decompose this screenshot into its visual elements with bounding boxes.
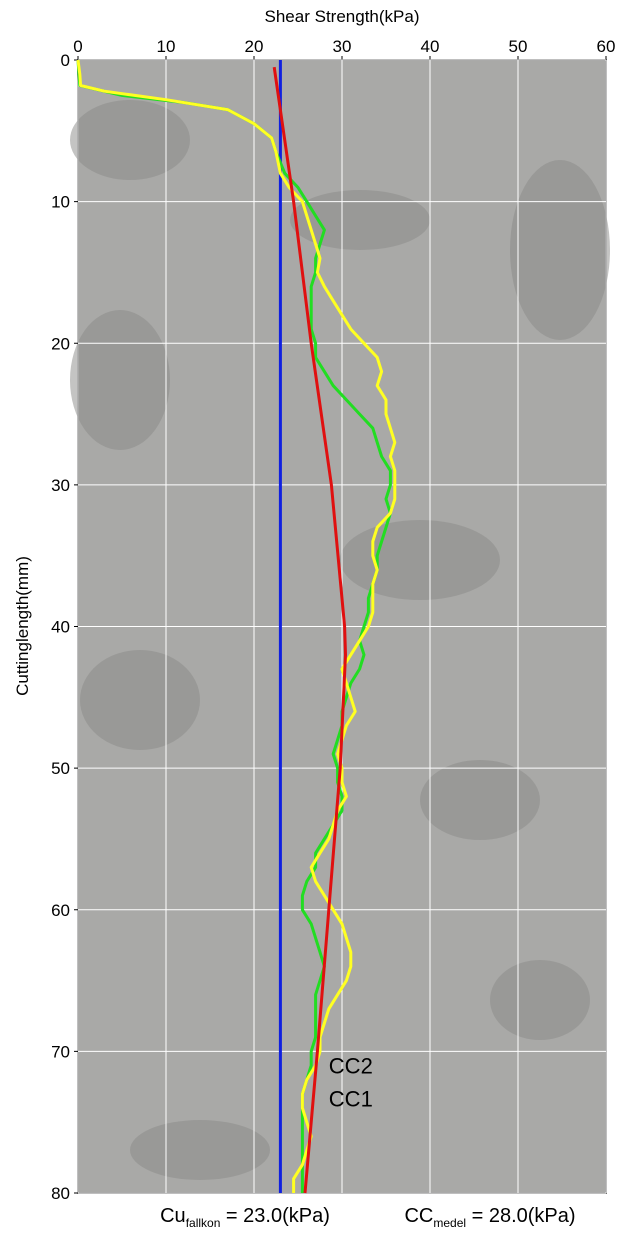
- x-tick-label: 30: [333, 37, 352, 56]
- y-tick-label: 60: [51, 901, 70, 920]
- x-tick-label: 0: [73, 37, 82, 56]
- x-tick-label: 40: [421, 37, 440, 56]
- y-axis-label: Cuttinglength(mm): [13, 556, 32, 696]
- annotation: CCmedel = 28.0(kPa): [404, 1205, 575, 1230]
- y-tick-label: 80: [51, 1184, 70, 1203]
- y-tick-label: 20: [51, 334, 70, 353]
- annotation-rest: = 28.0(kPa): [466, 1205, 576, 1227]
- y-tick-label: 0: [61, 51, 70, 70]
- annotation: Cufallkon = 23.0(kPa): [160, 1205, 330, 1230]
- y-tick-label: 50: [51, 759, 70, 778]
- annotation-sub: medel: [433, 1216, 466, 1230]
- y-tick-label: 30: [51, 476, 70, 495]
- texture: [70, 100, 190, 180]
- texture: [80, 650, 200, 750]
- texture: [130, 1120, 270, 1180]
- y-tick-label: 70: [51, 1042, 70, 1061]
- y-tick-label: 10: [51, 193, 70, 212]
- x-axis-label: Shear Strength(kPa): [265, 7, 420, 26]
- y-tick-label: 40: [51, 618, 70, 637]
- texture: [340, 520, 500, 600]
- texture: [490, 960, 590, 1040]
- texture: [290, 190, 430, 250]
- annotation-rest: = 23.0(kPa): [220, 1205, 330, 1227]
- series-label: CC1: [329, 1087, 373, 1112]
- annotation-main: Cu: [160, 1205, 186, 1227]
- x-tick-label: 60: [597, 37, 616, 56]
- model-curve: [272, 66, 347, 1194]
- annotation-sub: fallkon: [186, 1216, 221, 1230]
- texture: [70, 310, 170, 450]
- texture: [510, 160, 610, 340]
- x-tick-label: 20: [245, 37, 264, 56]
- annotation-main: CC: [404, 1205, 433, 1227]
- series-label: CC2: [329, 1054, 373, 1079]
- series-line: [76, 59, 397, 1193]
- x-tick-label: 50: [509, 37, 528, 56]
- texture: [420, 760, 540, 840]
- x-tick-label: 10: [157, 37, 176, 56]
